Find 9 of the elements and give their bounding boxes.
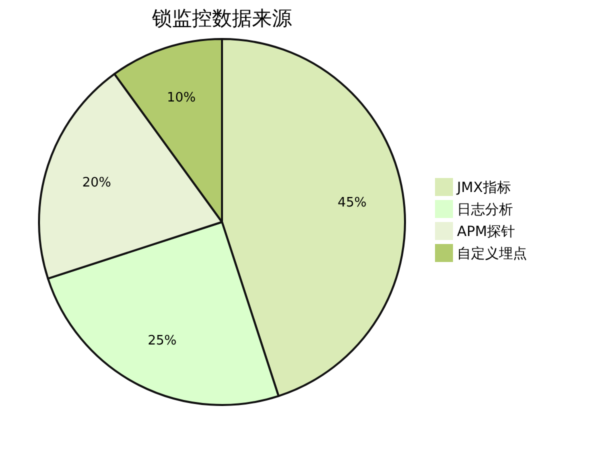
data-label: 20% [82,175,112,190]
data-label: 25% [148,333,177,348]
legend-label: 日志分析 [457,202,513,218]
legend-label: 自定义埋点 [457,246,527,262]
data-label: 10% [166,90,196,106]
chart-title: 锁监控数据来源 [151,6,292,30]
legend-label: JMX指标 [456,180,511,196]
data-label: 45% [338,195,367,210]
legend-label: APM探针 [457,224,516,240]
